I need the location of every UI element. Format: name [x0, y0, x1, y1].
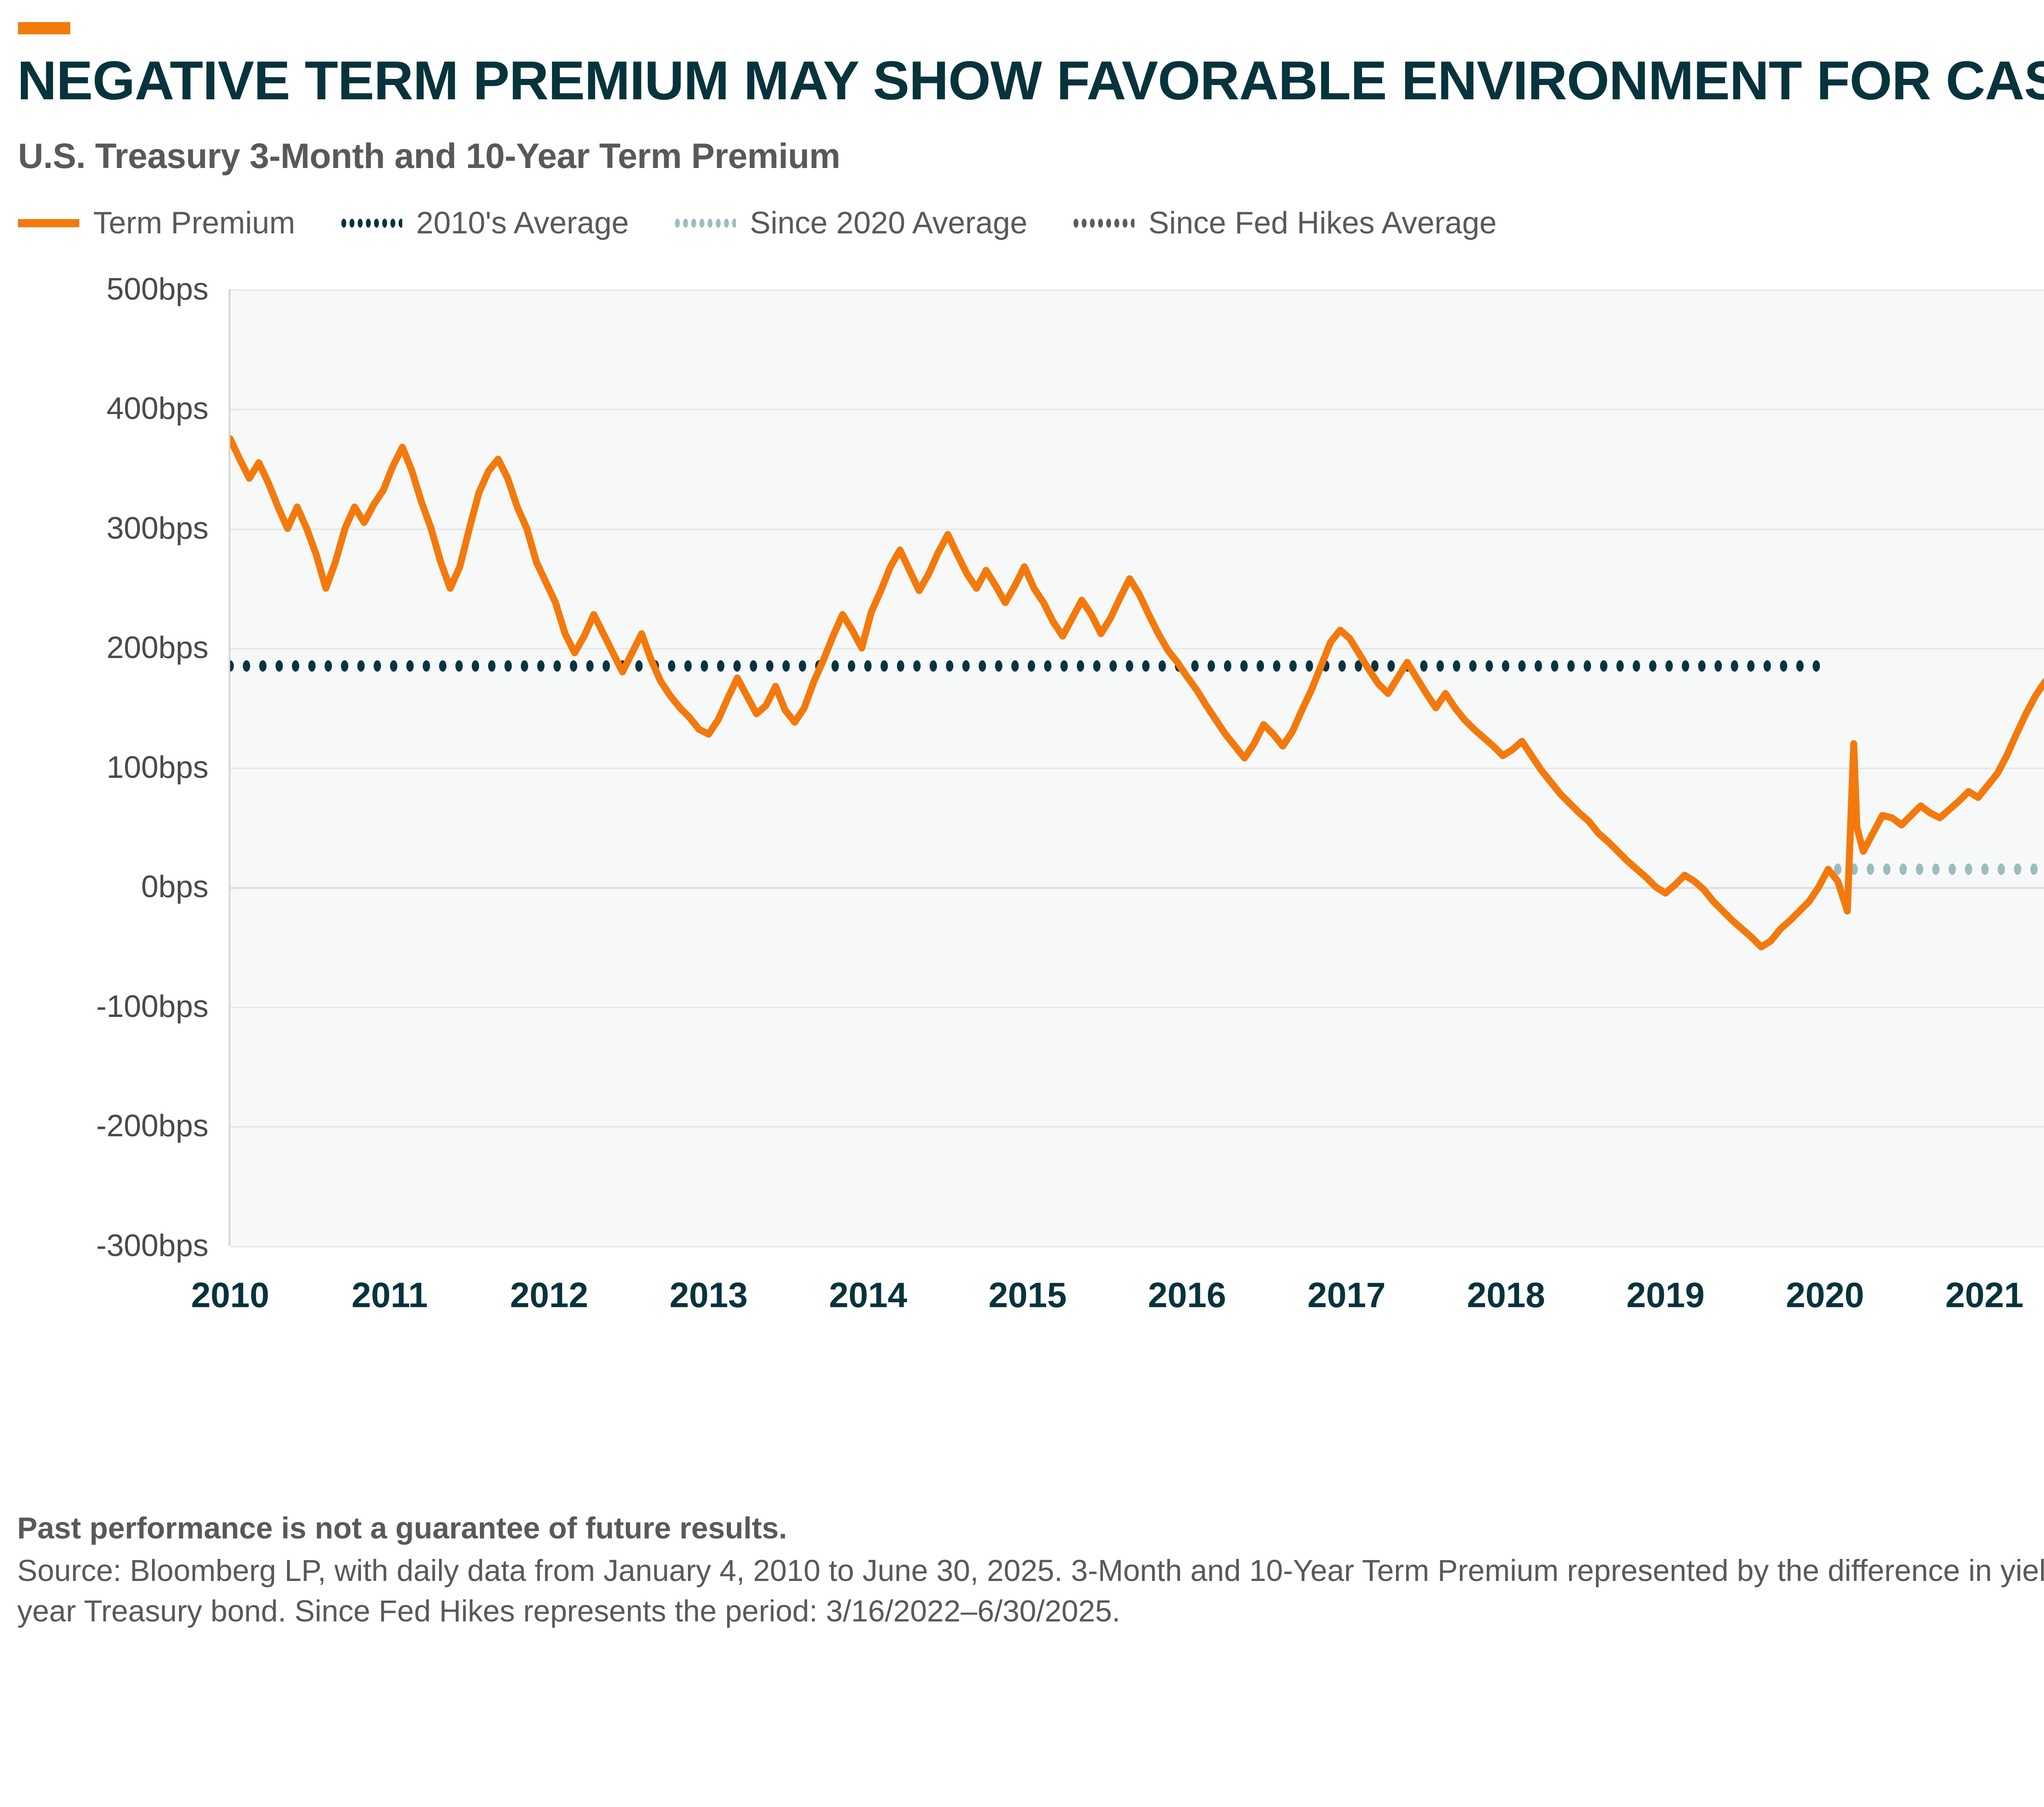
x-tick-label: 2019 [1626, 1275, 1705, 1315]
x-tick-label: 2013 [669, 1275, 748, 1315]
gridline--100 [230, 1006, 2044, 1008]
x-tick-label: 2021 [1945, 1275, 2024, 1315]
y-tick-label: 500bps [106, 271, 208, 307]
gridline-0 [230, 887, 2044, 889]
legend-swatch-dotted-icon [675, 217, 736, 228]
x-tick-label: 2012 [510, 1275, 588, 1315]
x-tick-label: 2020 [1786, 1275, 1864, 1315]
y-tick-label: 300bps [106, 511, 208, 546]
chart-area: 500bps 400bps 300bps 200bps 100bps 0bps -100bp… [16, 262, 2044, 1313]
average-line-2 [1834, 863, 2038, 875]
gridline-100 [230, 767, 2044, 769]
gridline-400 [230, 409, 2044, 411]
series-plot [230, 435, 2044, 950]
plot-background [230, 289, 2044, 1247]
y-axis-line [229, 289, 231, 1246]
legend-item-3[interactable]: Since Fed Hikes Average [1073, 205, 1497, 240]
x-tick-label: 2011 [351, 1275, 428, 1315]
term-premium-line [230, 435, 2044, 950]
x-tick-label: 2016 [1148, 1275, 1226, 1315]
legend-item-2[interactable]: Since 2020 Average [675, 205, 1028, 240]
gridline-300 [230, 528, 2044, 530]
legend-label: Since 2020 Average [750, 205, 1028, 240]
page-title: NEGATIVE TERM PREMIUM MAY SHOW FAVORABLE… [17, 50, 2044, 111]
footnotes: Past performance is not a guarantee of f… [16, 1509, 2044, 1631]
source-text: Source: Bloomberg LP, with daily data fr… [17, 1553, 2044, 1628]
gridline--200 [230, 1126, 2044, 1128]
legend-swatch-dotted-icon [341, 217, 403, 228]
accent-bar [18, 22, 70, 34]
gridline-200 [230, 648, 2044, 650]
chart-legend: Term Premium 2010's Average Since 2020 Ave… [18, 205, 2044, 240]
average-line-1 [230, 660, 1820, 672]
x-tick-label: 2017 [1307, 1275, 1386, 1315]
legend-swatch-solid-icon [18, 219, 79, 227]
y-tick-label: 200bps [106, 630, 208, 665]
chart-subtitle: U.S. Treasury 3-Month and 10-Year Term P… [18, 136, 840, 176]
disclaimer-text: Past performance is not a guarantee of f… [17, 1511, 787, 1545]
x-tick-label: 2014 [829, 1275, 908, 1315]
legend-item-0[interactable]: Term Premium [18, 205, 296, 240]
legend-label: Since Fed Hikes Average [1148, 205, 1497, 240]
chart-page: NEGATIVE TERM PREMIUM MAY SHOW FAVORABLE… [0, 22, 2044, 1807]
y-tick-label: 0bps [141, 869, 208, 905]
legend-swatch-dotted-icon [1073, 217, 1135, 228]
legend-label: Term Premium [93, 205, 296, 240]
x-tick-label: 2018 [1467, 1275, 1545, 1315]
x-tick-label: 2010 [191, 1275, 269, 1315]
gridline-500 [230, 289, 2044, 291]
y-tick-label: 400bps [106, 391, 208, 426]
x-tick-label: 2015 [988, 1275, 1067, 1315]
legend-label: 2010's Average [416, 205, 629, 240]
legend-item-1[interactable]: 2010's Average [341, 205, 629, 240]
gridline--300 [230, 1245, 2044, 1247]
y-tick-label: -100bps [96, 989, 208, 1024]
y-tick-label: 100bps [106, 750, 208, 785]
y-tick-label: -300bps [96, 1228, 208, 1263]
y-tick-label: -200bps [96, 1108, 208, 1144]
